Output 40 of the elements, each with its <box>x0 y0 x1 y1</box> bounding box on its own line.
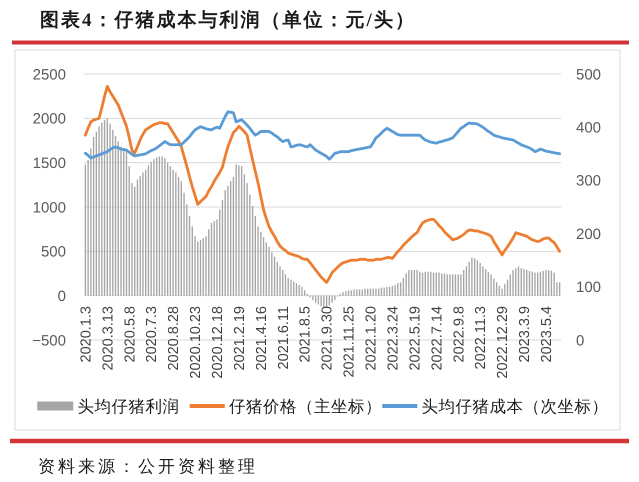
annotation: 资料来源：公开资料整理 <box>38 457 258 476</box>
y2-tick-label: 100 <box>576 279 602 296</box>
x-tick-label: 2020.10.23 <box>188 306 204 379</box>
x-tick-label: 2022.12.29 <box>495 306 512 379</box>
x-tick-label: 2022.9.8 <box>451 306 468 362</box>
y2-tick-label: 0 <box>576 332 584 350</box>
x-tick-label: 2021.9.30 <box>320 306 336 371</box>
x-tick-label: 2022.11.3 <box>473 306 490 370</box>
x-tick-label: 2021.4.16 <box>254 306 270 371</box>
x-tick-label: 2021.2.19 <box>232 306 248 371</box>
x-tick-label: 2022.5.19 <box>407 306 424 371</box>
x-tick-label: 2020.8.28 <box>166 306 182 371</box>
y-tick-label: 0 <box>58 288 66 305</box>
y-tick-label: 1000 <box>32 199 66 216</box>
x-tick-label: 2021.6.11 <box>276 306 292 370</box>
legend-label: 头均仔猪利润 <box>77 396 179 416</box>
y2-tick-label: 400 <box>576 119 602 136</box>
x-tick-label: 2022.7.14 <box>429 306 446 371</box>
x-tick-label: 2020.3.13 <box>100 306 116 371</box>
x-tick-label: 2022.3.24 <box>385 306 402 371</box>
y-tick-label: 500 <box>40 244 66 261</box>
legend-label: 头均仔猪成本（次坐标） <box>421 396 598 416</box>
x-tick-label: 2021.11.25 <box>342 306 358 378</box>
y-tick-label: 2500 <box>32 66 66 84</box>
x-tick-label: 2020.1.3 <box>78 306 94 362</box>
y-tick-label: −500 <box>32 332 66 350</box>
y-tick-label: 1500 <box>32 154 66 172</box>
x-tick-label: 2020.7.3 <box>144 306 160 362</box>
y2-tick-label: 500 <box>576 66 602 84</box>
y2-tick-label: 300 <box>576 172 602 190</box>
x-tick-label: 2020.12.18 <box>210 306 226 379</box>
y2-tick-label: 200 <box>576 226 602 243</box>
y-tick-label: 2000 <box>32 110 66 128</box>
x-tick-label: 2020.5.8 <box>122 306 138 362</box>
title: 图表4：仔猪成本与利润（单位：元/头） <box>40 10 416 31</box>
x-tick-label: 2022.1.20 <box>364 306 380 371</box>
x-tick-label: 2021.8.5 <box>298 306 314 362</box>
x-tick-label: 2023.3.9 <box>517 306 534 362</box>
legend-label: 仔猪价格（主坐标） <box>228 396 372 416</box>
x-tick-label: 2023.5.4 <box>538 306 555 362</box>
